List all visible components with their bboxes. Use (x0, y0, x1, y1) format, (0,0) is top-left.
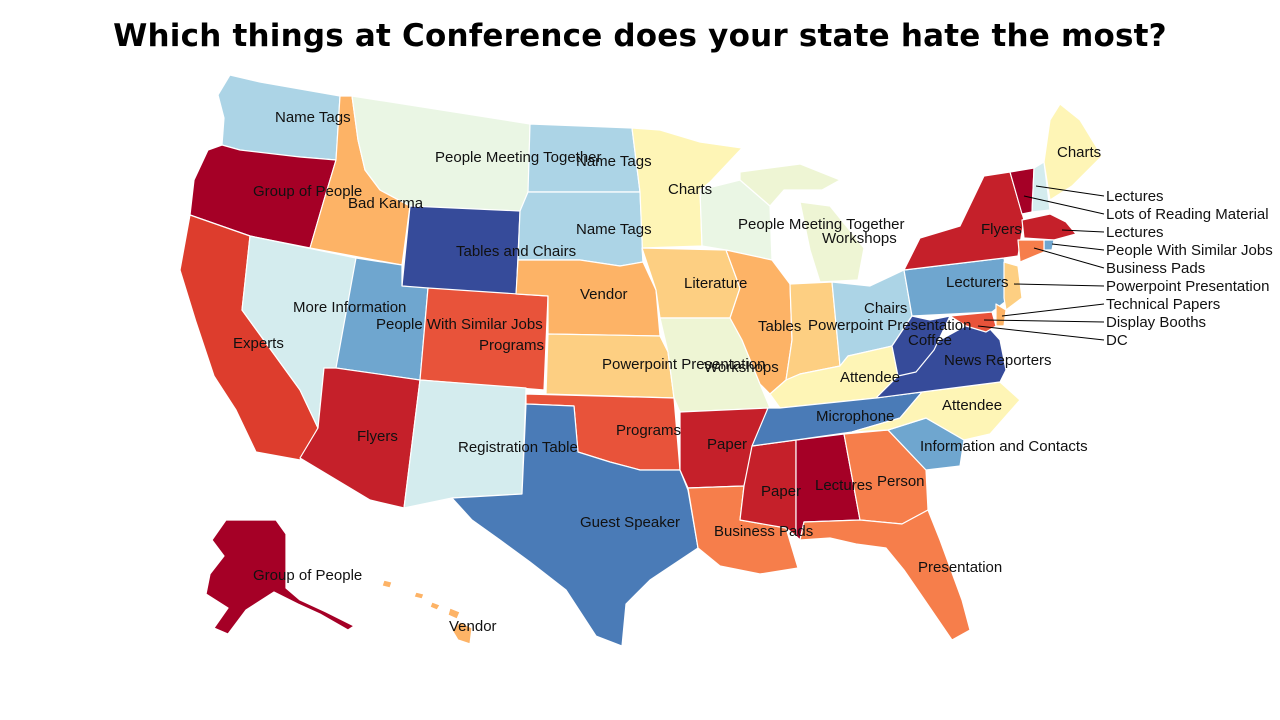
label-AZ: Flyers (357, 428, 398, 445)
state-NE[interactable] (515, 259, 661, 337)
state-MI-lower[interactable] (799, 201, 865, 283)
leader-line (1001, 303, 1105, 317)
label-NE: Vendor (580, 286, 628, 303)
leader-line (983, 319, 1105, 323)
callout-label: Powerpoint Presentation (1106, 278, 1269, 295)
label-CO: Programs (479, 337, 544, 354)
callout-label: Display Booths (1106, 314, 1206, 331)
leader-line (1013, 283, 1105, 287)
callout-label: Lectures (1106, 224, 1164, 241)
label-NC: Attendee (942, 397, 1002, 414)
state-VA[interactable] (875, 317, 1007, 399)
label-IN: Powerpoint Presentation (808, 317, 971, 334)
callout-label: Technical Papers (1106, 296, 1220, 313)
label-LA: Business Pads (714, 523, 813, 540)
label-ME: Charts (1057, 144, 1101, 161)
state-TX[interactable] (451, 403, 699, 647)
label-WI: People Meeting Together (738, 216, 905, 233)
label-OH: Chairs (864, 300, 907, 317)
state-MA[interactable] (1021, 213, 1077, 241)
label-HI: Vendor (449, 618, 497, 635)
leader-line (977, 325, 1105, 341)
label-FL: Presentation (918, 559, 1002, 576)
callout-leaders (977, 185, 1105, 341)
label-MO: Workshops (704, 359, 779, 376)
label-IL: Tables (758, 318, 801, 335)
label-WY: Tables and Chairs (456, 243, 576, 260)
state-ME[interactable] (1043, 103, 1103, 201)
label-VA: News Reporters (944, 352, 1052, 369)
label-NV: More Information (293, 299, 406, 316)
state-NC[interactable] (851, 381, 1021, 441)
state-CO[interactable] (419, 287, 549, 391)
leader-line (1023, 195, 1105, 215)
callout-label: Lots of Reading Material (1106, 206, 1269, 223)
label-AL: Lectures (815, 477, 873, 494)
label-AR: Paper (707, 436, 747, 453)
label-NY: Flyers (981, 221, 1022, 238)
label-MN: Charts (668, 181, 712, 198)
state-RI[interactable] (1043, 239, 1055, 251)
label-SD: Name Tags (576, 221, 652, 238)
state-AK[interactable] (205, 519, 355, 635)
callout-label: Business Pads (1106, 260, 1205, 277)
label-NM: Registration Table (458, 439, 578, 456)
leader-line (1051, 243, 1105, 251)
callout-label: Lectures (1106, 188, 1164, 205)
label-PA: Lecturers (946, 274, 1009, 291)
state-FL[interactable] (799, 509, 971, 641)
leader-line (1033, 247, 1105, 269)
state-HI[interactable] (381, 579, 473, 645)
label-ID: Bad Karma (348, 195, 424, 212)
label-AK: Group of People (253, 567, 362, 584)
label-MI: Workshops (822, 230, 897, 247)
state-shapes (179, 74, 1103, 647)
label-IA: Literature (684, 275, 747, 292)
callout-label: People With Similar Jobs (1106, 242, 1273, 259)
state-WV[interactable] (891, 315, 951, 377)
callout-label: DC (1106, 332, 1128, 349)
leader-line (1061, 229, 1105, 233)
state-labels: Name Tags Group of People Bad Karma Peop… (233, 109, 1101, 635)
label-CA: Experts (233, 335, 284, 352)
callout-labels: Lectures Lots of Reading Material Lectur… (1106, 188, 1273, 349)
label-MT: People Meeting Together (435, 149, 602, 166)
label-WA: Name Tags (275, 109, 351, 126)
state-MI[interactable] (739, 163, 841, 207)
leader-line (1035, 185, 1105, 197)
label-TN: Microphone (816, 408, 894, 425)
label-ND: Name Tags (576, 153, 652, 170)
state-DE[interactable] (995, 303, 1007, 327)
label-WV: Coffee (908, 332, 952, 349)
state-NJ[interactable] (1003, 261, 1023, 311)
label-KY: Attendee (840, 369, 900, 386)
label-OR: Group of People (253, 183, 362, 200)
label-GA: Person (877, 473, 925, 490)
label-MS: Paper (761, 483, 801, 500)
label-SC: Information and Contacts (920, 438, 1088, 455)
label-UT: People With Similar Jobs (376, 316, 543, 333)
label-TX: Guest Speaker (580, 514, 680, 531)
label-OK: Programs (616, 422, 681, 439)
page-title: Which things at Conference does your sta… (113, 18, 1167, 54)
label-KS: Powerpoint Presentation (602, 356, 765, 373)
state-CT[interactable] (1017, 239, 1045, 263)
